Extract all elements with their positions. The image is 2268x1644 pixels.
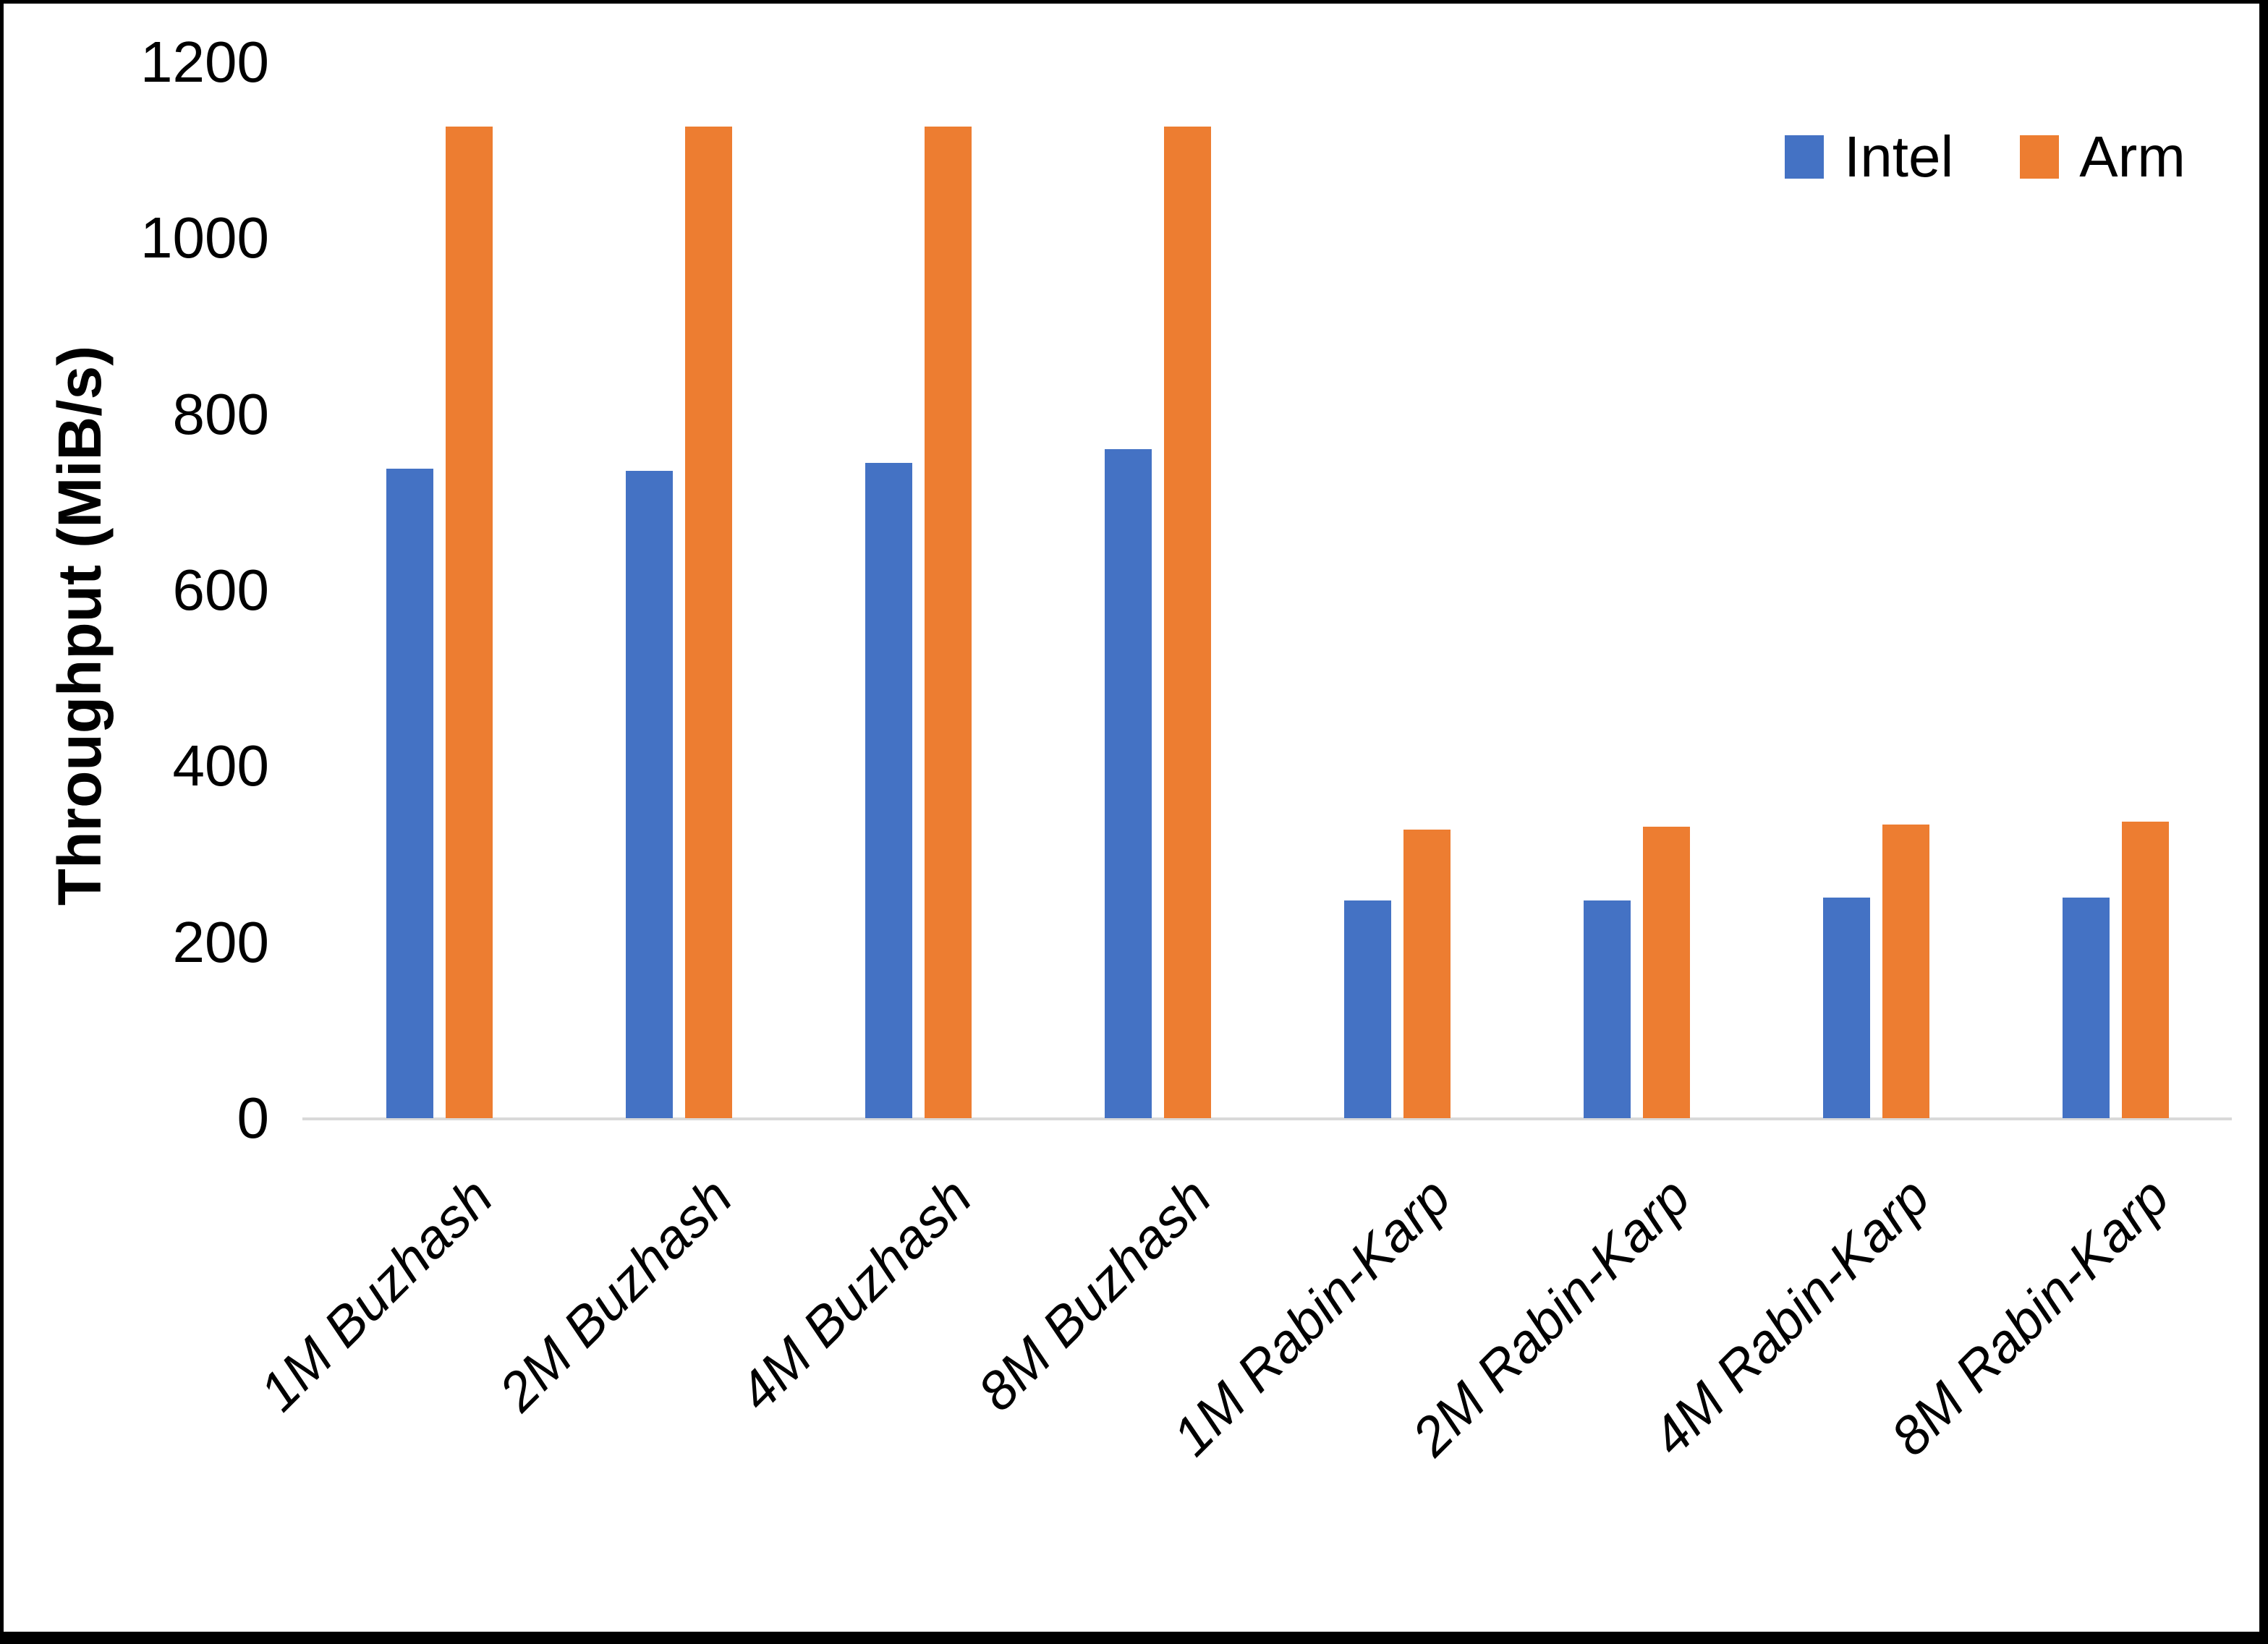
legend-item-intel: Intel [1785, 127, 1953, 187]
x-category-label-4m-rabin-karp: 4M Rabin-Karp [1639, 1166, 1941, 1468]
arm-legend-swatch [2020, 135, 2060, 179]
legend: Intel Arm [1785, 127, 2186, 187]
bar-arm-8m-buzhash [1164, 127, 1211, 1118]
y-tick-label-800: 800 [172, 381, 269, 446]
x-category-label-1m-buzhash: 1M Buzhash [247, 1166, 504, 1423]
x-category-label-8m-rabin-karp: 8M Rabin-Karp [1879, 1166, 2180, 1468]
bar-arm-1m-rabin-karp [1403, 830, 1451, 1118]
x-category-label-1m-rabin-karp: 1M Rabin-Karp [1160, 1166, 1462, 1468]
y-tick-label-0: 0 [237, 1086, 270, 1150]
bar-intel-8m-buzhash [1105, 449, 1152, 1118]
bar-intel-4m-buzhash [865, 463, 912, 1118]
y-tick-label-1000: 1000 [140, 205, 269, 271]
intel-legend-label: Intel [1844, 124, 1954, 189]
bar-intel-8m-rabin-karp [2063, 898, 2110, 1118]
x-axis-line [302, 1117, 2232, 1120]
bar-arm-4m-buzhash [925, 127, 972, 1118]
y-tick-label-600: 600 [172, 558, 269, 622]
legend-item-arm: Arm [2020, 127, 2186, 187]
bar-intel-1m-rabin-karp [1344, 900, 1391, 1118]
intel-legend-swatch [1785, 135, 1824, 179]
bar-intel-2m-buzhash [626, 471, 673, 1118]
x-category-label-4m-buzhash: 4M Buzhash [726, 1166, 983, 1423]
bar-arm-8m-rabin-karp [2122, 822, 2169, 1118]
y-tick-label-400: 400 [172, 733, 269, 798]
bar-arm-2m-rabin-karp [1643, 827, 1690, 1118]
arm-legend-label: Arm [2079, 124, 2186, 189]
x-category-label-8m-buzhash: 8M Buzhash [965, 1166, 1223, 1423]
bar-arm-1m-buzhash [446, 127, 493, 1118]
x-category-label-2m-buzhash: 2M Buzhash [486, 1166, 744, 1423]
y-tick-label-1200: 1200 [140, 30, 269, 94]
bar-intel-4m-rabin-karp [1823, 898, 1870, 1118]
x-category-label-2m-rabin-karp: 2M Rabin-Karp [1400, 1166, 1702, 1468]
bar-arm-4m-rabin-karp [1882, 825, 1929, 1118]
bar-arm-2m-buzhash [685, 127, 732, 1118]
bar-intel-2m-rabin-karp [1584, 900, 1631, 1118]
bar-intel-1m-buzhash [386, 469, 433, 1118]
y-tick-label-200: 200 [172, 909, 269, 974]
